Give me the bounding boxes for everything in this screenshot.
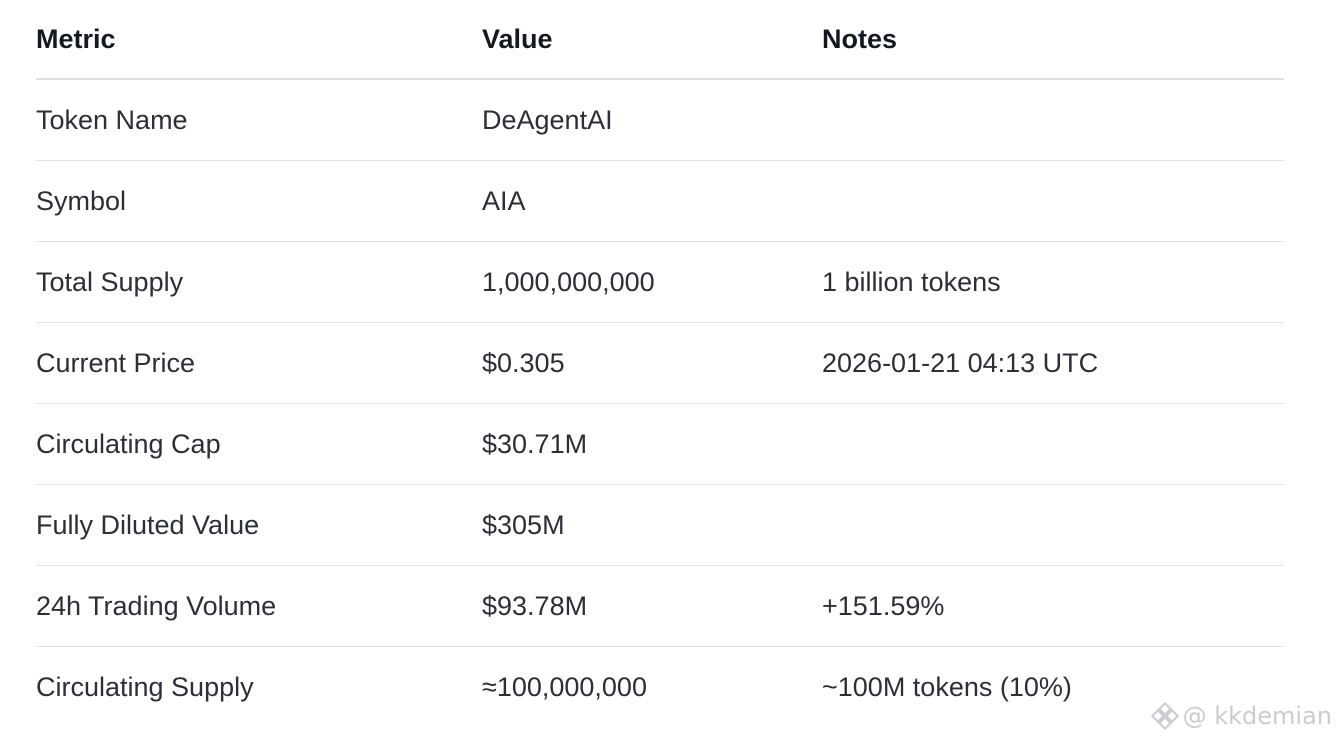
notes-cell: 2026-01-21 04:13 UTC bbox=[822, 347, 1099, 378]
metric-cell: Symbol bbox=[36, 185, 127, 216]
notes-cell: +151.59% bbox=[822, 590, 945, 621]
header-value: Value bbox=[482, 23, 553, 54]
token-metrics-table: Metric Value Notes Token Name DeAgentAI … bbox=[36, 0, 1284, 728]
watermark: @ kkdemian bbox=[1150, 702, 1332, 730]
value-cell: DeAgentAI bbox=[482, 104, 613, 135]
metric-cell: Circulating Cap bbox=[36, 428, 221, 459]
header-notes: Notes bbox=[822, 23, 898, 54]
value-cell: ≈100,000,000 bbox=[482, 672, 647, 702]
table-row: Circulating Supply ≈100,000,000 ~100M to… bbox=[36, 647, 1284, 728]
metric-cell: Current Price bbox=[36, 347, 196, 378]
notes-cell: ~100M tokens (10%) bbox=[822, 672, 1072, 702]
metric-cell: Circulating Supply bbox=[36, 672, 254, 702]
metric-cell: Total Supply bbox=[36, 266, 184, 297]
value-cell: $30.71M bbox=[482, 428, 588, 459]
watermark-text: @ kkdemian bbox=[1182, 702, 1332, 730]
value-cell: $305M bbox=[482, 509, 565, 540]
table-header-row: Metric Value Notes bbox=[36, 0, 1284, 80]
value-cell: AIA bbox=[482, 185, 526, 216]
table-row: 24h Trading Volume $93.78M +151.59% bbox=[36, 566, 1284, 647]
table-row: Current Price $0.305 2026-01-21 04:13 UT… bbox=[36, 323, 1284, 404]
table-row: Circulating Cap $30.71M bbox=[36, 404, 1284, 485]
metric-cell: Fully Diluted Value bbox=[36, 509, 260, 540]
table-row: Fully Diluted Value $305M bbox=[36, 485, 1284, 566]
metric-cell: Token Name bbox=[36, 104, 188, 135]
table-row: Token Name DeAgentAI bbox=[36, 80, 1284, 161]
notes-cell: 1 billion tokens bbox=[822, 266, 1001, 297]
binance-logo-icon bbox=[1150, 702, 1179, 730]
value-cell: $93.78M bbox=[482, 590, 588, 621]
table-row: Total Supply 1,000,000,000 1 billion tok… bbox=[36, 242, 1284, 323]
value-cell: 1,000,000,000 bbox=[482, 266, 655, 297]
metric-cell: 24h Trading Volume bbox=[36, 590, 277, 621]
value-cell: $0.305 bbox=[482, 347, 565, 378]
table-row: Symbol AIA bbox=[36, 161, 1284, 242]
header-metric: Metric bbox=[36, 23, 116, 54]
